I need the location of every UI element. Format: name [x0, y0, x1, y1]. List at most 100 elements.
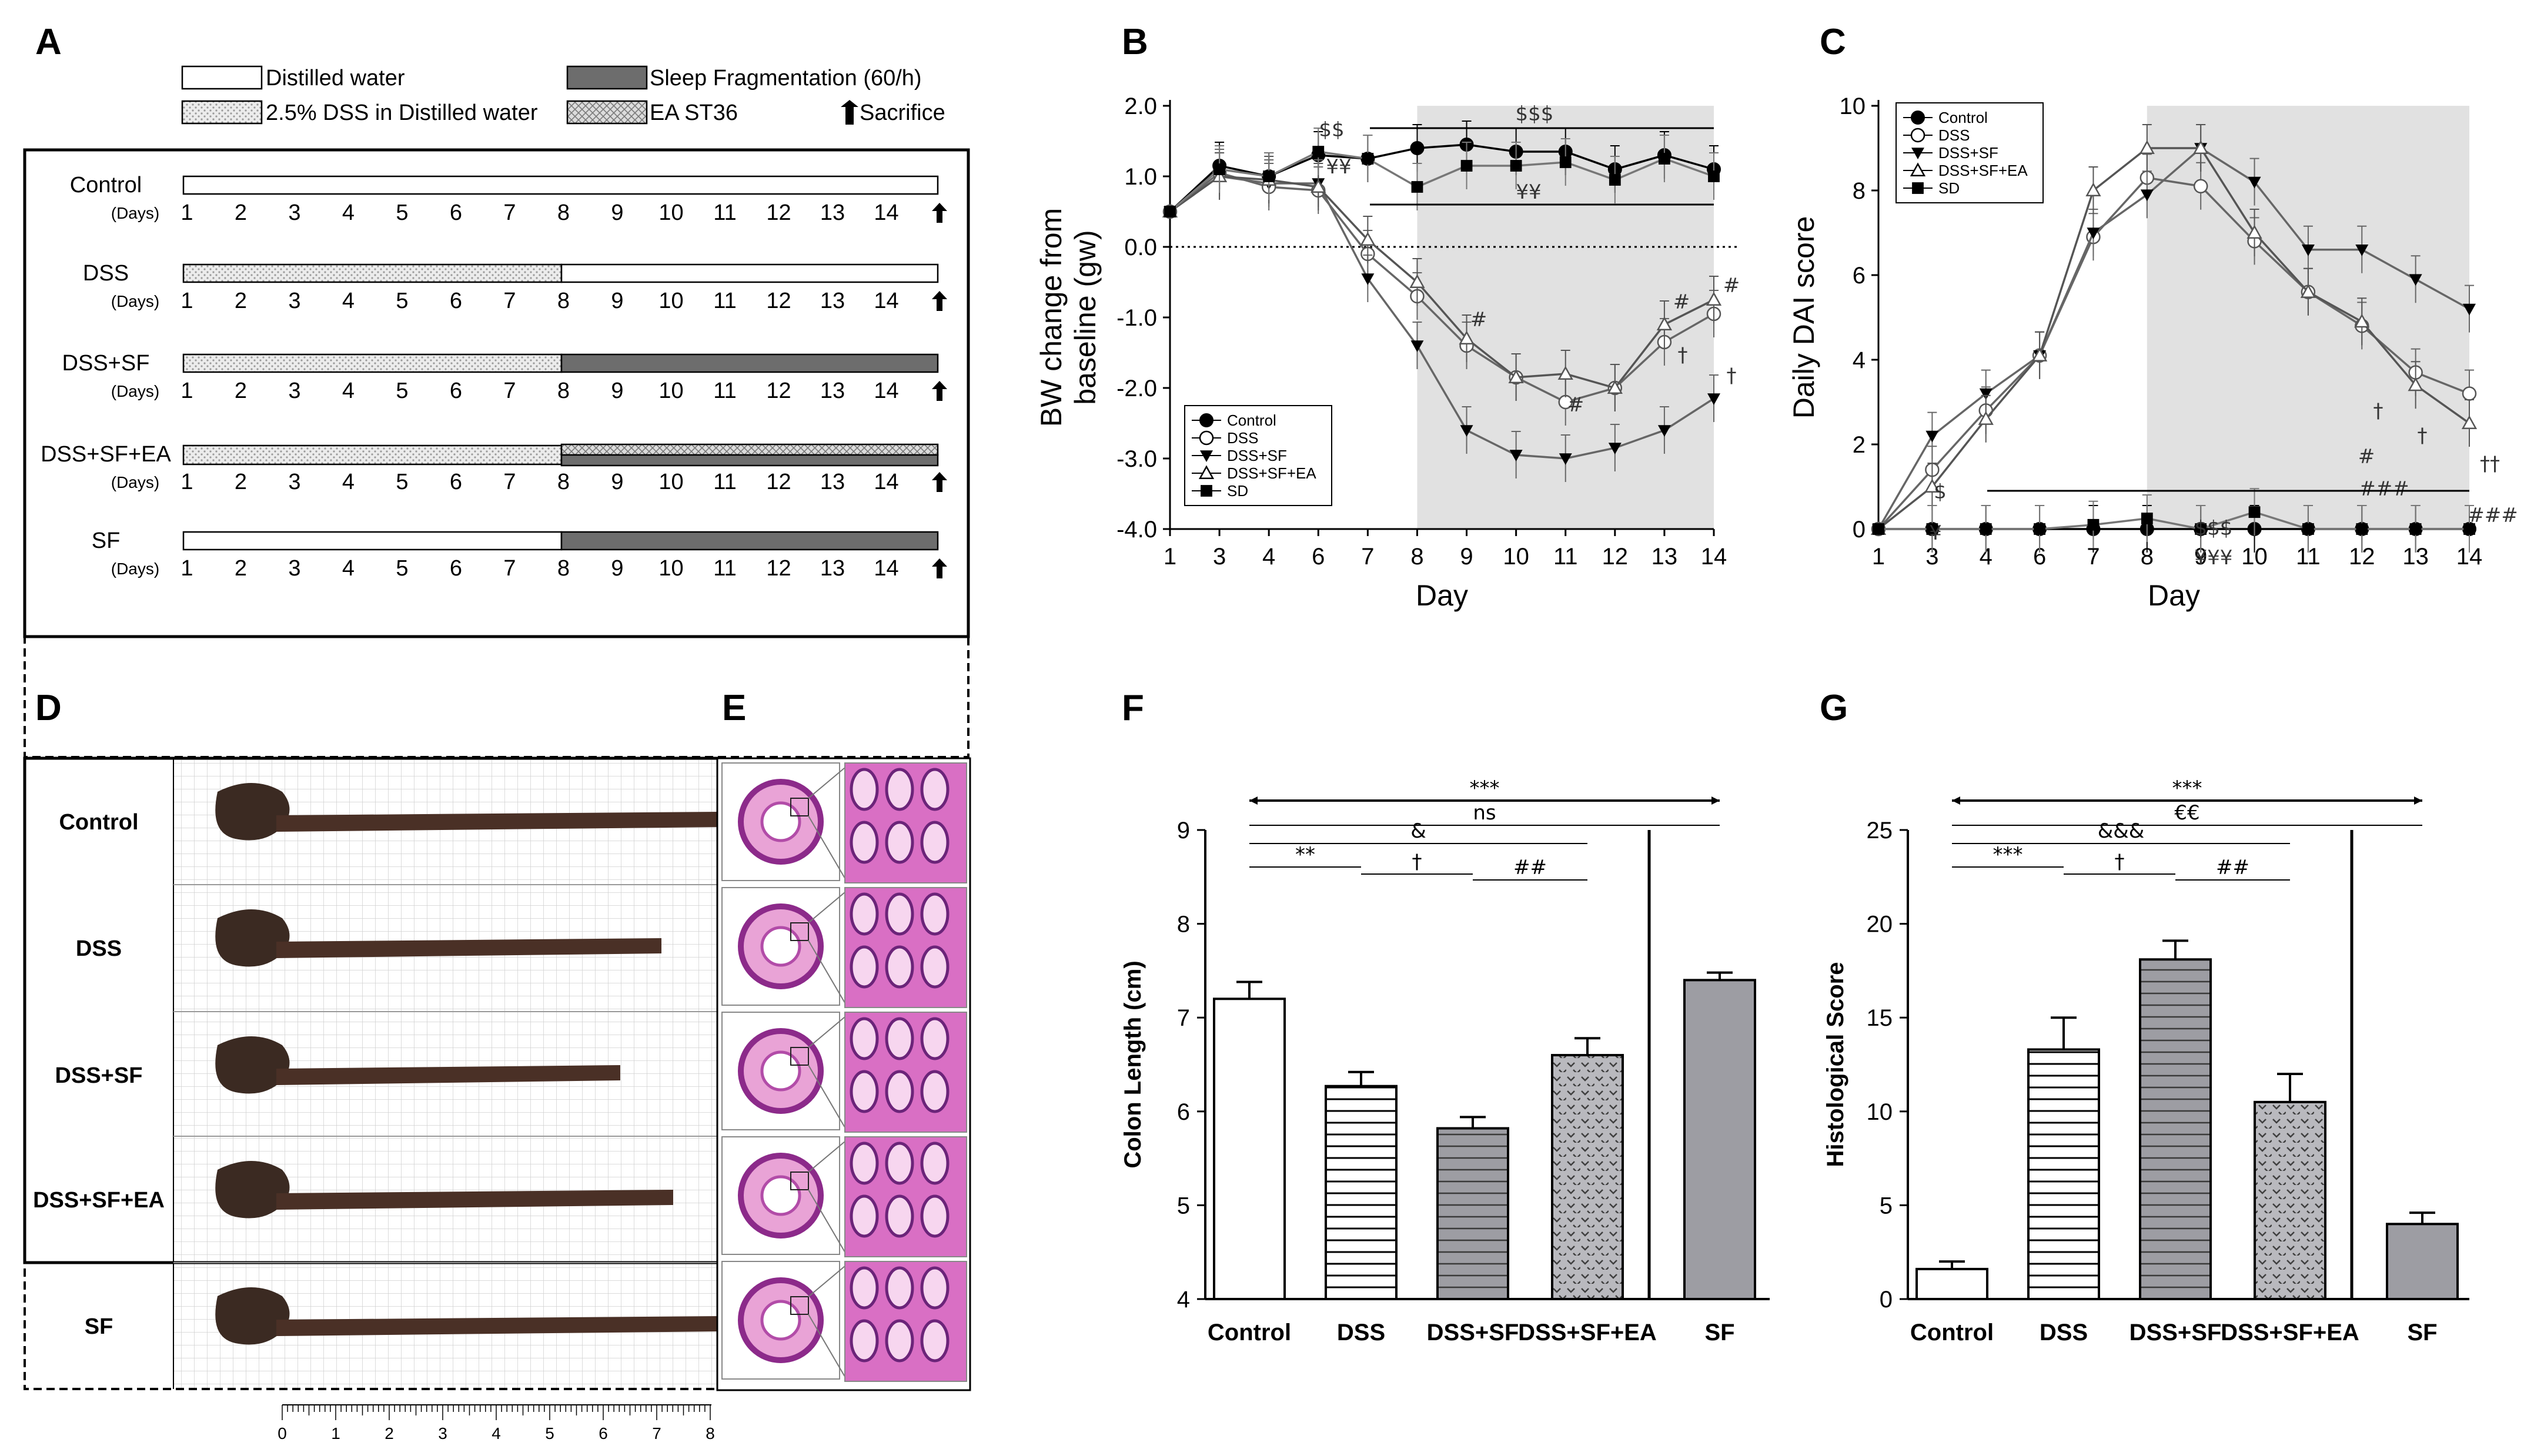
day-number: 10: [658, 289, 683, 313]
zoom-box: [790, 1296, 809, 1315]
legend-swatch-ea: [566, 100, 648, 125]
data-point: [1460, 160, 1473, 172]
legend-entry: DSS+SF: [1227, 447, 1287, 464]
series-line: [1169, 150, 1714, 213]
y-axis-title: BW change from: [1035, 208, 1068, 427]
data-point: [1978, 411, 1994, 425]
crypt: [920, 768, 950, 811]
day-number: 6: [450, 200, 462, 225]
days-label: (Days): [111, 560, 159, 578]
panel-b-bw-change-chart: -4.0-3.0-2.0-1.00.01.02.01 3 4 6 7 8 9 10 11 12 13…: [1035, 93, 1740, 612]
legend-marker: [1200, 450, 1213, 462]
panel-e-histology: [716, 757, 971, 1391]
day-number: 3: [288, 556, 300, 581]
schedule-row-control: Control(Days) 1 2 3 4 5 6 7 8 9 10 11 12 13 14: [70, 173, 947, 225]
colon-segment: [276, 1190, 673, 1210]
y-tick-label: 0.0: [1124, 235, 1157, 260]
y-tick-label: 6: [1177, 1099, 1190, 1125]
ruler-label: 3: [438, 1424, 447, 1442]
data-point: [2248, 506, 2261, 518]
schedule-row-dss-sf-ea: DSS+SF+EA(Days) 1 2 3 4 5 6 7 8 9 10 11 12 13 14: [41, 442, 947, 494]
significance-label: ##: [1513, 856, 1547, 879]
y-tick-label: 4: [1177, 1287, 1190, 1313]
crypt: [920, 1194, 950, 1238]
x-tick-label: Control: [1208, 1320, 1291, 1345]
photo-group-label: DSS: [76, 936, 122, 961]
x-tick-label: SF: [2407, 1320, 2437, 1345]
day-number: 11: [713, 470, 736, 494]
photo-row-dss: DSS: [76, 884, 720, 967]
x-tick-label: DSS: [2040, 1320, 2088, 1345]
day-number: 4: [342, 200, 355, 225]
ruler-label: 1: [331, 1424, 340, 1442]
schedule-group-label: Control: [70, 173, 142, 198]
bar-dss: [1325, 1085, 1398, 1300]
zoom-line: [808, 940, 845, 1003]
data-point: [1460, 425, 1473, 437]
significance-label: ***: [2172, 776, 2202, 800]
y-tick-label: 4: [1853, 347, 1866, 373]
sacrifice-arrow-icon: [932, 558, 947, 578]
data-point: [1657, 425, 1671, 437]
x-tick-label: 13: [1652, 544, 1678, 570]
schedule-group-label: DSS+SF+EA: [41, 442, 171, 467]
bar-sf: [2386, 1223, 2459, 1301]
day-number: 11: [713, 556, 736, 581]
x-tick-label: DSS+SF: [1427, 1320, 1519, 1345]
zoom-line: [808, 892, 845, 923]
crypt: [850, 768, 879, 811]
data-point: [1708, 170, 1720, 182]
day-number: 12: [766, 200, 791, 225]
significance-annotation: $$$: [2195, 517, 2233, 540]
data-point: [1311, 179, 1326, 193]
significance-arrow: [1249, 796, 1258, 805]
x-tick-label: DSS+SF+EA: [1518, 1320, 1657, 1345]
bar-distilled-water: [560, 263, 939, 283]
legend-entry: DSS+SF+EA: [1938, 162, 2028, 179]
x-tick-label: SF: [1704, 1320, 1734, 1345]
day-number: 2: [235, 470, 247, 494]
day-number: 1: [180, 200, 193, 225]
day-number: 13: [820, 470, 845, 494]
zoom-line: [808, 1016, 845, 1048]
significance-annotation: ¥¥: [1326, 155, 1351, 179]
data-point: [2193, 140, 2209, 155]
photo-row-control: Control: [59, 783, 720, 841]
bar-dss-sf: [1436, 1127, 1509, 1300]
series-sd: [1164, 128, 1720, 217]
y-tick-label: 0: [1880, 1287, 1893, 1313]
day-number: 10: [658, 379, 683, 403]
y-tick-label: 5: [1177, 1193, 1190, 1219]
data-point: [2087, 518, 2100, 531]
photo-box-sf-group: [24, 1261, 721, 1390]
x-tick-label: 7: [1361, 544, 1374, 570]
crypt: [850, 1017, 879, 1060]
panel-g-histological-score-chart: 0 5 10 15 20 25 Histological Score Control DSS DS…: [1823, 776, 2469, 1345]
day-number: 7: [503, 289, 516, 313]
crypt: [850, 1142, 879, 1185]
day-number: 3: [288, 470, 300, 494]
zoom-line: [808, 767, 845, 799]
crypt: [885, 1070, 914, 1113]
legend-label-sleep: Sleep Fragmentation (60/h): [650, 66, 922, 91]
day-number: 5: [396, 470, 408, 494]
data-point: [2031, 347, 2048, 362]
y-tick-label: 7: [1177, 1005, 1190, 1031]
legend-marker: [1910, 128, 1925, 143]
ruler-label: 2: [385, 1424, 394, 1442]
significance-label: &&&: [2098, 819, 2145, 843]
day-number: 4: [342, 470, 355, 494]
x-tick-label: 6: [1312, 544, 1325, 570]
data-point: [1459, 330, 1475, 345]
data-point: [1411, 181, 1423, 193]
data-point: [2087, 227, 2100, 239]
data-point: [1559, 156, 1572, 168]
data-point: [1559, 453, 1572, 465]
day-number: 8: [557, 556, 570, 581]
legend-entry: DSS: [1938, 126, 1970, 144]
days-label: (Days): [111, 473, 159, 491]
crypt: [850, 1266, 879, 1310]
legend-entry: Control: [1938, 109, 1988, 126]
